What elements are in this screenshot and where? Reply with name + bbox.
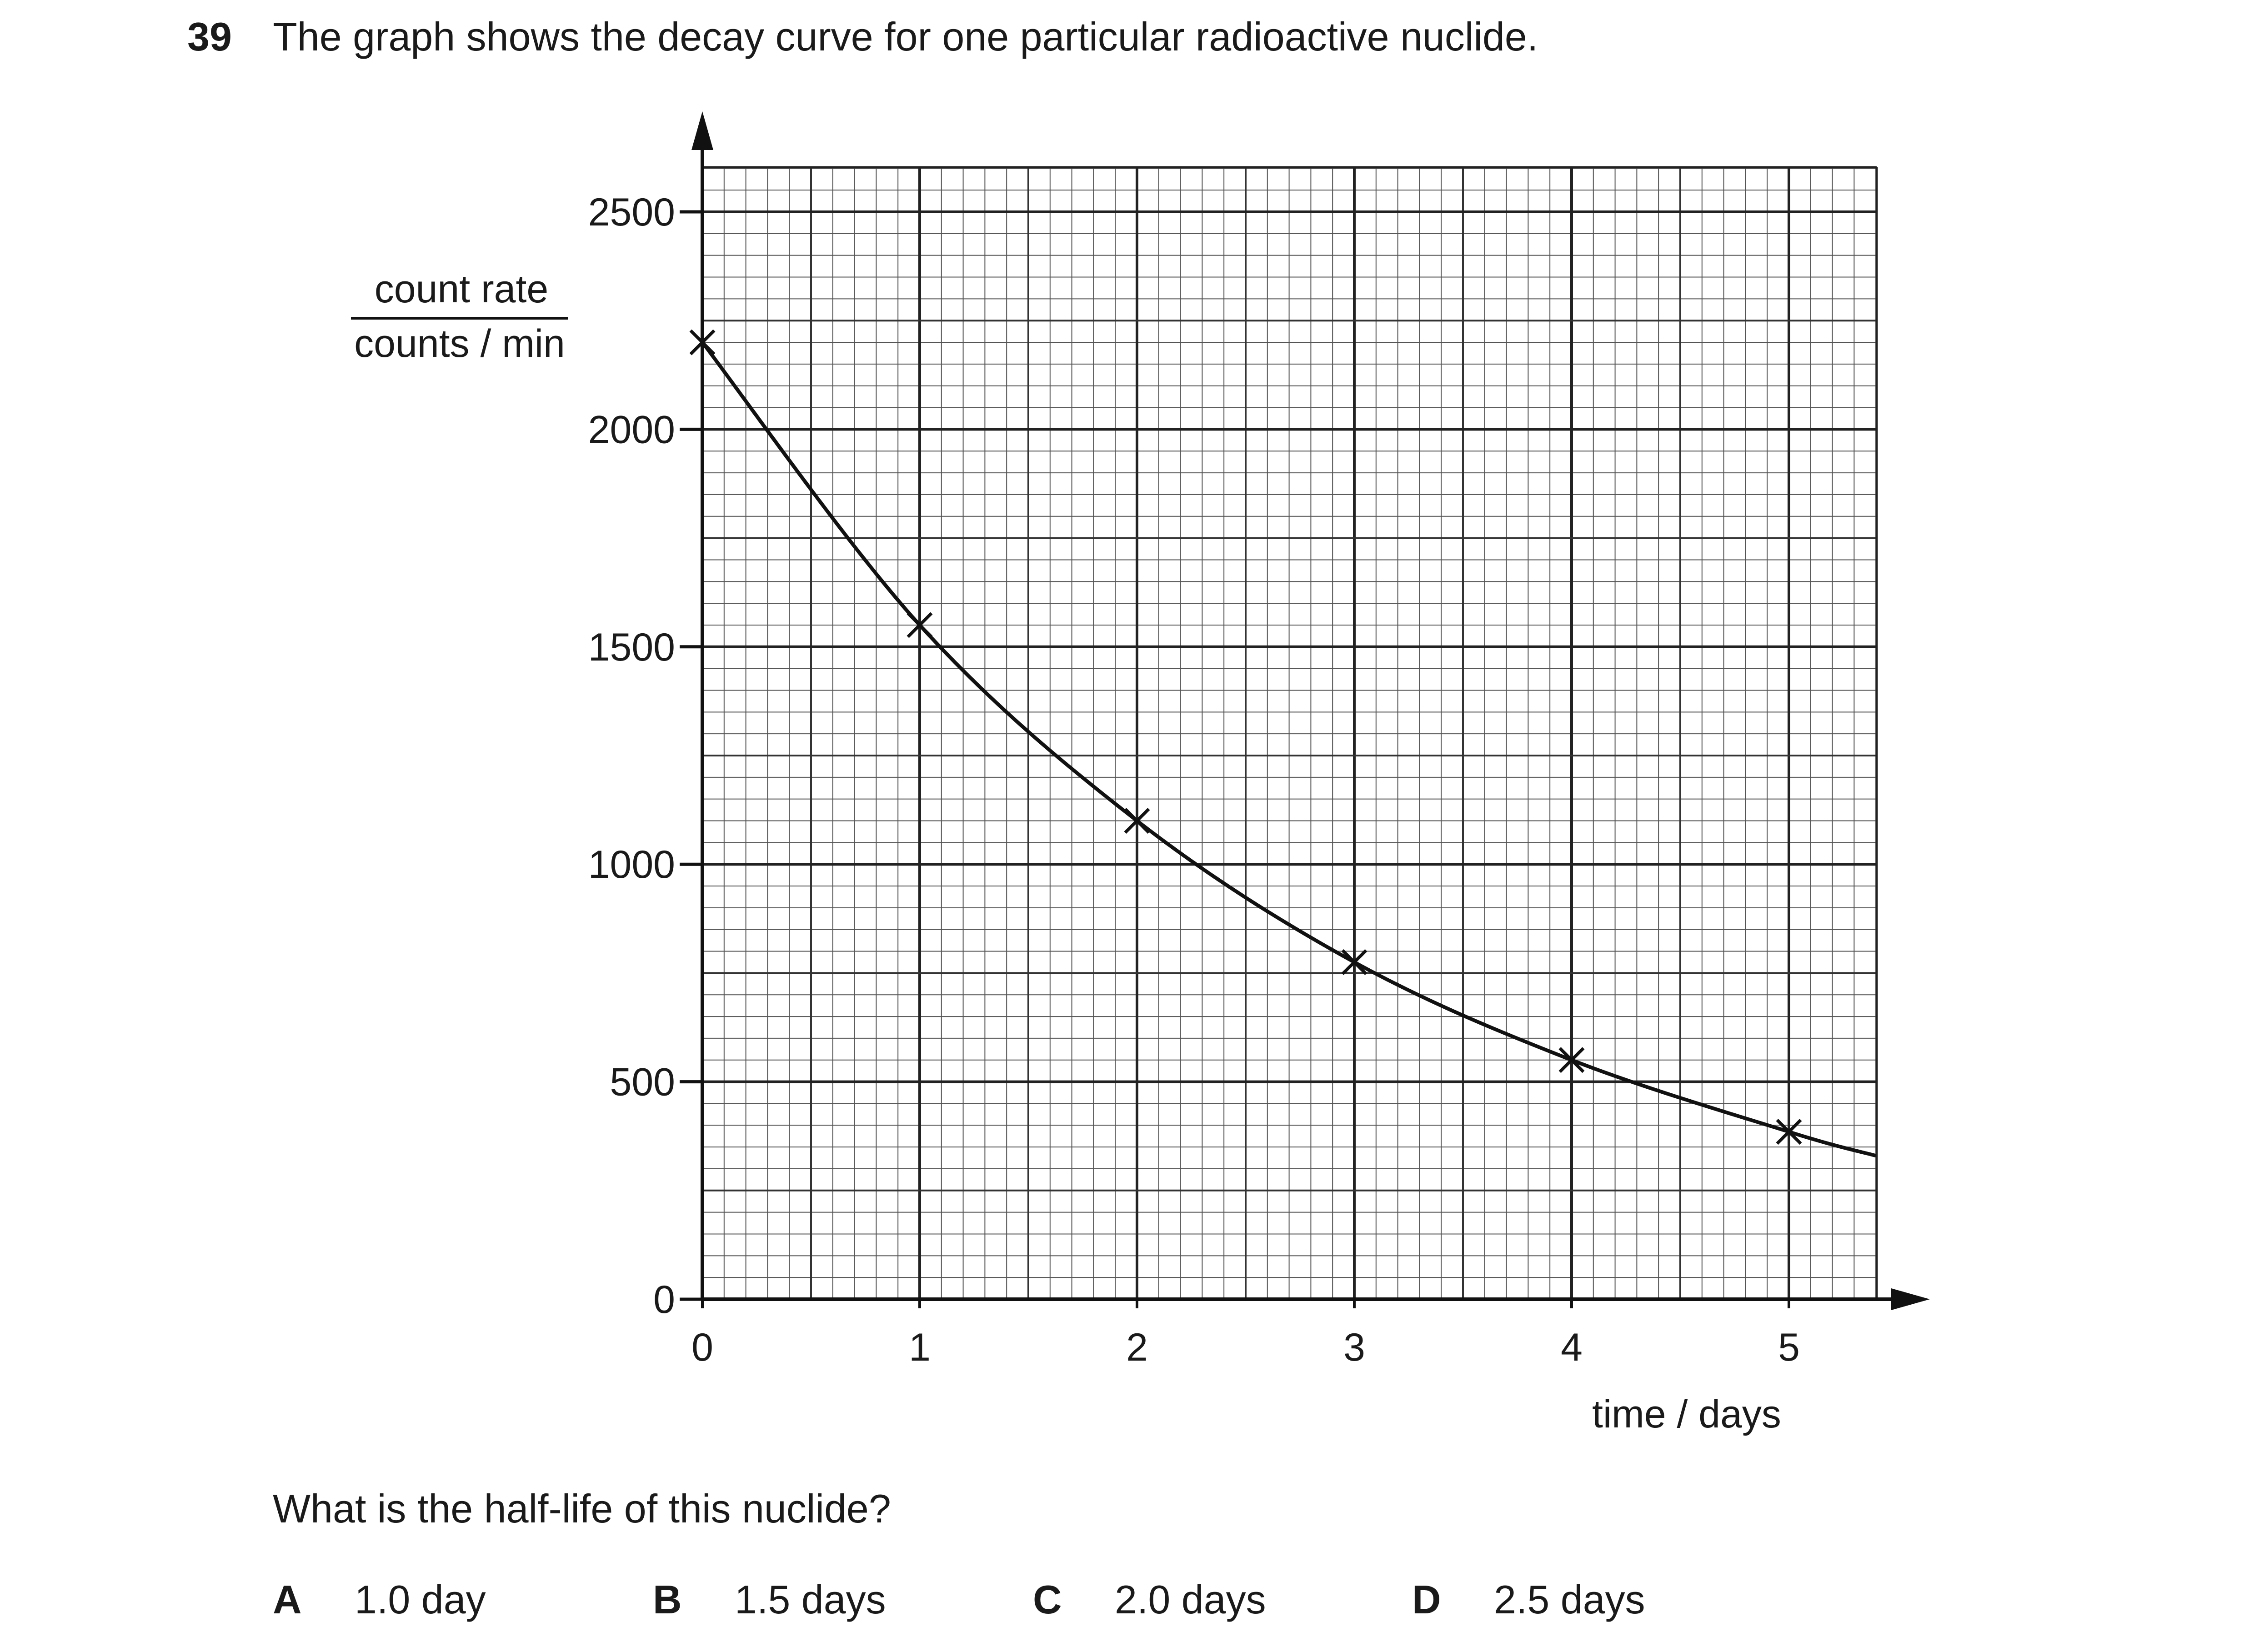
axes — [691, 111, 1930, 1310]
decay-curve-group — [701, 341, 1877, 1158]
question-number: 39 — [187, 14, 232, 59]
axis-labels: 0 500 1000 1500 2000 2500 0 1 2 3 4 5 time / days cou… — [351, 190, 1800, 1436]
option-d-letter: D — [1412, 1577, 1441, 1622]
x-axis-arrow — [1891, 1288, 1930, 1310]
y-tick-label: 0 — [653, 1278, 675, 1322]
marker-stroke — [689, 329, 716, 355]
marker-stroke — [1124, 808, 1150, 834]
x-tick-label: 5 — [1778, 1326, 1800, 1369]
x-axis-label: time / days — [1592, 1392, 1781, 1436]
option-b-text[interactable]: 1.5 days — [735, 1577, 886, 1622]
x-tick-label: 0 — [691, 1326, 713, 1369]
data-point-marker — [1341, 949, 1367, 975]
x-tick-label: 3 — [1343, 1326, 1365, 1369]
ticks — [680, 210, 1790, 1308]
question-prompt: What is the half-life of this nuclide? — [273, 1486, 891, 1531]
data-point-marker — [1558, 1047, 1585, 1073]
data-point-marker — [907, 612, 933, 638]
data-point-marker — [1776, 1119, 1802, 1145]
x-tick-label: 2 — [1126, 1326, 1148, 1369]
option-a-letter: A — [273, 1577, 302, 1622]
y-tick-label: 500 — [610, 1061, 676, 1104]
y-axis-label-bottom: counts / min — [354, 322, 565, 365]
marker-stroke — [1558, 1047, 1585, 1073]
question-text: The graph shows the decay curve for one … — [273, 14, 1538, 59]
y-tick-label: 1000 — [588, 843, 675, 886]
option-c-letter: C — [1033, 1577, 1062, 1622]
y-tick-label: 1500 — [588, 626, 675, 669]
decay-curve — [701, 341, 1877, 1158]
y-tick-label: 2000 — [588, 408, 675, 451]
x-tick-label: 4 — [1561, 1326, 1583, 1369]
marker-stroke — [1341, 949, 1367, 975]
decay-chart: 0 500 1000 1500 2000 2500 0 1 2 3 4 5 time / days cou… — [351, 111, 1930, 1436]
data-markers — [689, 329, 1802, 1145]
marker-stroke — [1776, 1119, 1802, 1145]
marker-stroke — [907, 612, 933, 638]
y-tick-label: 2500 — [588, 190, 675, 234]
y-axis-arrow — [691, 111, 713, 150]
x-tick-label: 1 — [909, 1326, 931, 1369]
y-axis-label-top: count rate — [375, 267, 548, 311]
option-c-text[interactable]: 2.0 days — [1115, 1577, 1266, 1622]
option-b-letter: B — [653, 1577, 682, 1622]
data-point-marker — [689, 329, 716, 355]
minor-grid — [702, 167, 1877, 1299]
option-d-text[interactable]: 2.5 days — [1494, 1577, 1645, 1622]
data-point-marker — [1124, 808, 1150, 834]
option-a-text[interactable]: 1.0 day — [355, 1577, 486, 1622]
